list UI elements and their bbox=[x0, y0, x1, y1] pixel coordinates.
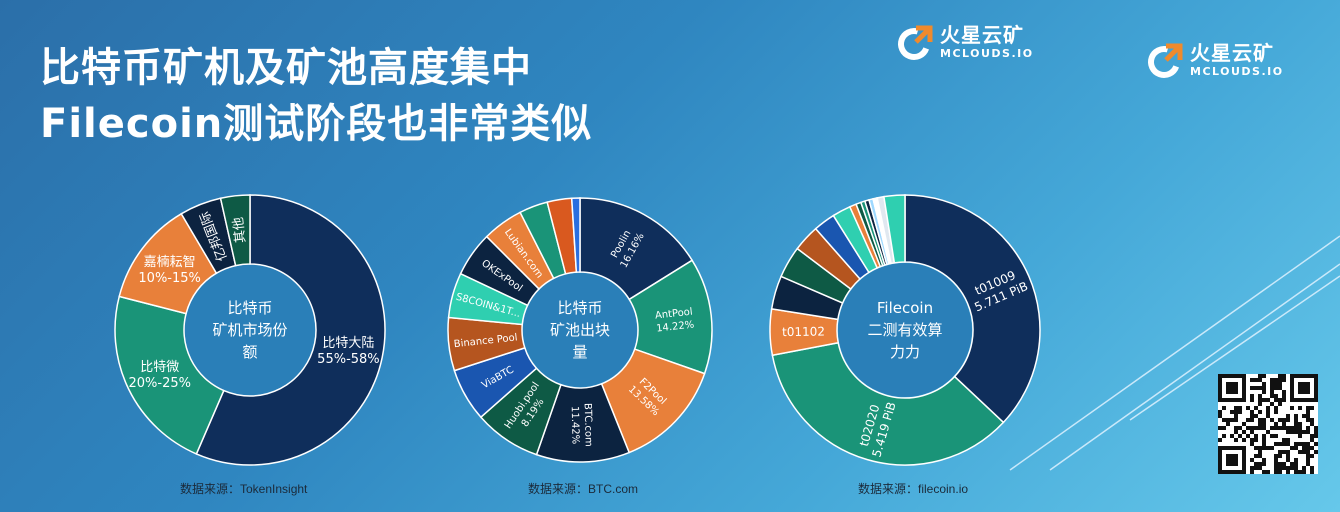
center-label: 二测有效算 bbox=[867, 321, 942, 339]
source-note: 数据来源：TokenInsight bbox=[180, 482, 308, 496]
donut-slice bbox=[570, 197, 581, 273]
slice-label: t01102 bbox=[782, 324, 825, 339]
slice-value: 14.22% bbox=[656, 319, 695, 334]
source-note: 数据来源：filecoin.io bbox=[858, 482, 969, 496]
slice-name: 比特大陆 bbox=[322, 335, 374, 351]
center-label: 量 bbox=[572, 343, 587, 361]
center-label: 力力 bbox=[890, 343, 920, 361]
donut-slice bbox=[771, 341, 1005, 466]
brand-name-cn: 火星云矿 bbox=[940, 23, 1024, 47]
donut-chart: Poolin16.16%AntPool14.22%F2Pool13.58%BTC… bbox=[447, 197, 713, 463]
page-title: 比特币矿机及矿池高度集中 Filecoin测试阶段也非常类似 bbox=[40, 40, 592, 152]
donut-slice bbox=[114, 295, 225, 455]
qr-code bbox=[1218, 374, 1318, 474]
slice-name: 比特微 bbox=[140, 360, 179, 375]
donut-center bbox=[185, 265, 315, 395]
chart-pool-block-share: Poolin 16.16% AntPool 14.22% F2Pool 13.58% BTC… bbox=[440, 190, 720, 474]
center-label: 矿机市场份 bbox=[212, 321, 287, 339]
title-line-1: 比特币矿机及矿池高度集中 bbox=[40, 45, 532, 91]
slice-name: t01102 bbox=[782, 324, 825, 339]
slice-value: 11.42% bbox=[569, 406, 581, 444]
donut-center bbox=[838, 263, 972, 397]
mclouds-logo-icon bbox=[898, 25, 933, 60]
title-line-2: Filecoin测试阶段也非常类似 bbox=[40, 101, 593, 147]
center-label: Filecoin bbox=[877, 299, 933, 317]
qr-code-icon bbox=[1218, 374, 1318, 474]
mclouds-logo-icon bbox=[1148, 43, 1183, 78]
center-label: 矿池出块 bbox=[550, 321, 610, 339]
donut-slice bbox=[904, 194, 1041, 424]
slice-name: BTC.com bbox=[582, 403, 594, 447]
center-label: 额 bbox=[242, 343, 257, 361]
donut-slice bbox=[219, 194, 251, 267]
source-note: 数据来源：BTC.com bbox=[528, 482, 639, 496]
slice-name: 其他 bbox=[231, 216, 249, 244]
slice-value: 10%-15% bbox=[138, 271, 200, 286]
center-label: 比特币 bbox=[227, 299, 272, 317]
donut-slice bbox=[195, 194, 386, 466]
chart-miner-market-share: 比特大陆 55%-58% 比特微 20%-25% 嘉楠耘智 10%-15% 亿邦国际 其他 比特… bbox=[110, 190, 390, 474]
chart-filecoin-power: t01009 5.711 PiB t02020 5.419 PiB t01102 File… bbox=[765, 190, 1045, 474]
slice-name: AntPool bbox=[654, 307, 693, 322]
donut-slice bbox=[883, 194, 906, 264]
slice-name: 嘉楠耘智 bbox=[144, 255, 196, 270]
donut-center bbox=[523, 273, 637, 387]
brand-name-en: MCLOUDS.IO bbox=[940, 47, 1034, 60]
brand-name-cn: 火星云矿 bbox=[1190, 41, 1274, 65]
slice-label: 其他 bbox=[231, 216, 249, 244]
slice-value: 55%-58% bbox=[317, 352, 379, 367]
slice-value: 20%-25% bbox=[129, 376, 191, 391]
brand-logo-secondary: 火星云矿 MCLOUDS.IO bbox=[1146, 40, 1284, 80]
center-label: 比特币 bbox=[557, 299, 602, 317]
brand-name-en: MCLOUDS.IO bbox=[1190, 65, 1284, 78]
brand-logo: 火星云矿 MCLOUDS.IO bbox=[896, 22, 1034, 62]
